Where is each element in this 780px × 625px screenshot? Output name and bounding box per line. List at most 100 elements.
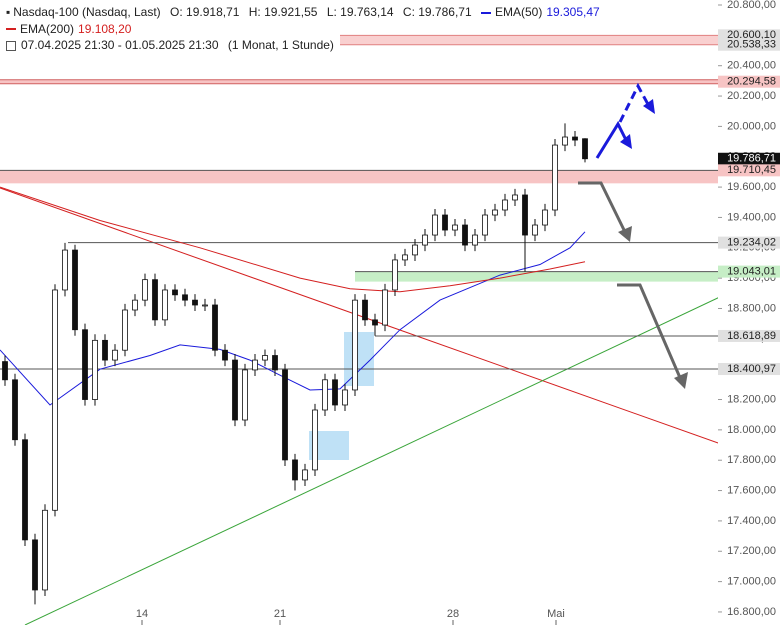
candle-body <box>282 369 288 461</box>
level-label-box <box>718 265 780 278</box>
y-tick-label: 19.400,00 <box>727 211 776 223</box>
candle-body <box>472 234 478 246</box>
level-label: 19.710,45 <box>727 164 776 176</box>
level-label-box <box>718 363 780 376</box>
candle-body <box>172 289 178 296</box>
y-tick-label: 17.200,00 <box>727 545 776 557</box>
level-label-box <box>718 329 780 342</box>
ema-line <box>0 231 586 406</box>
candle-body <box>512 194 518 201</box>
arrow-path <box>578 181 628 235</box>
x-tick-label: 21 <box>274 608 286 620</box>
candle-body <box>22 439 28 541</box>
legend-header: ▪ Nasdaq-100 (Nasdaq, Last) O: 19.918,71 … <box>6 4 606 54</box>
x-tick-label: 28 <box>447 608 459 620</box>
level-label: 19.043,01 <box>727 266 776 278</box>
candle-body <box>162 289 168 321</box>
level-label: 20.600,10 <box>727 29 776 41</box>
candle-body <box>32 539 38 591</box>
candle-body <box>482 214 488 236</box>
trend-line-down <box>0 187 780 466</box>
candle-body <box>62 249 68 291</box>
level-zone <box>0 170 718 184</box>
y-tick-label: 18.000,00 <box>727 424 776 436</box>
candle-body <box>252 359 258 371</box>
arrow-path <box>595 120 630 159</box>
candle-body <box>52 289 58 511</box>
candle-body <box>272 355 278 371</box>
tool-icon: ▪ <box>6 5 11 19</box>
y-tick-label: 17.000,00 <box>727 576 776 588</box>
candle-body <box>122 309 128 351</box>
candle-body <box>232 359 238 421</box>
candle-body <box>362 299 368 321</box>
level-label: 20.538,33 <box>727 39 776 51</box>
candle-body <box>502 199 508 211</box>
candle-body <box>262 355 268 361</box>
candle-body <box>142 279 148 301</box>
candle-body <box>562 136 568 146</box>
candle-body <box>402 254 408 261</box>
arrow-head <box>674 372 688 389</box>
trend-line-up <box>24 277 761 625</box>
candle-body <box>442 214 448 231</box>
legend-row: EMA(200) 19.108,20 <box>6 21 606 38</box>
level-label-box <box>718 38 780 51</box>
collapse-icon[interactable] <box>6 40 16 51</box>
level-zone <box>355 271 718 282</box>
interval: (1 Monat, 1 Stunde) <box>227 38 334 52</box>
y-tick-label: 20.400,00 <box>727 60 776 72</box>
axis: 16.800,00 17.000,00 17.200,00 17.400,00 17.6… <box>136 0 780 625</box>
legend-entry: EMA(50) <box>494 5 543 19</box>
candle-body <box>422 234 428 246</box>
legend-value: 19.108,20 <box>78 21 132 36</box>
candle-body <box>542 209 548 226</box>
candle-body <box>222 349 228 361</box>
candle-body <box>462 224 468 246</box>
candle-body <box>522 194 528 236</box>
instrument-title: Nasdaq-100 (Nasdaq, Last) <box>13 5 161 19</box>
candle-body <box>452 224 458 231</box>
candle-body <box>412 244 418 256</box>
candle-body <box>302 469 308 481</box>
level-label: 19.786,71 <box>727 153 776 165</box>
ohlc-close: C: 19.786,71 <box>402 5 472 19</box>
drawings <box>0 187 780 625</box>
candle-body <box>352 299 358 391</box>
x-tick-label: 14 <box>136 608 148 620</box>
level-zone <box>0 79 718 84</box>
candle-body <box>332 379 338 406</box>
axis-background <box>718 0 780 625</box>
zones <box>0 35 718 282</box>
candle-body <box>132 299 138 311</box>
candle-body <box>212 304 218 351</box>
legend-entry: EMA(200) <box>20 21 75 36</box>
level-label: 18.400,97 <box>727 363 776 375</box>
candle-body <box>2 361 8 381</box>
arrow-path <box>617 283 683 381</box>
candle-body <box>572 136 578 141</box>
level-band <box>340 35 718 45</box>
candle-body <box>532 224 538 236</box>
level-label-box <box>718 75 780 88</box>
candle-body <box>102 339 108 361</box>
arrow-head <box>618 226 632 242</box>
candle-body <box>582 138 588 160</box>
y-tick-label: 18.200,00 <box>727 393 776 405</box>
level-label-box <box>718 152 780 165</box>
candle-body <box>242 369 248 421</box>
ohlc-open: O: 19.918,71 <box>170 5 240 19</box>
ema-line <box>0 186 586 293</box>
arrow-head <box>620 134 632 149</box>
candle-body <box>82 329 88 400</box>
legend-swatch <box>480 11 491 14</box>
level-label: 19.234,02 <box>727 237 776 249</box>
highlight-box <box>344 332 374 386</box>
level-label: 18.618,89 <box>727 330 776 342</box>
y-tick-label: 20.200,00 <box>727 90 776 102</box>
level-label-box <box>718 29 780 42</box>
y-tick-label: 17.400,00 <box>727 515 776 527</box>
candle-body <box>72 249 78 331</box>
candle-body <box>182 294 188 301</box>
